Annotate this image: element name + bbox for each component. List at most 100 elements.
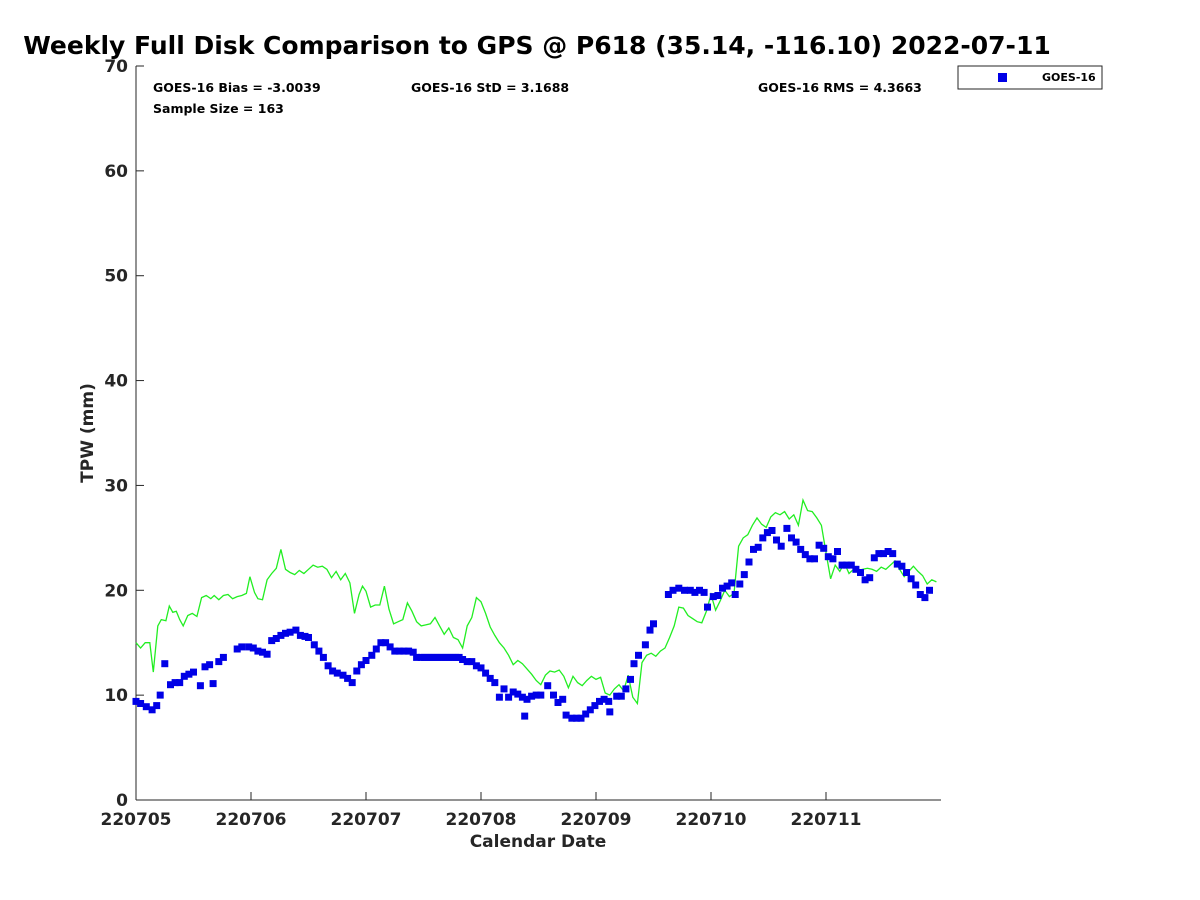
goes-point — [137, 700, 145, 707]
goes-point — [815, 541, 823, 549]
goes-point — [372, 645, 380, 653]
goes-point — [852, 565, 860, 573]
goes-point — [310, 641, 318, 649]
goes-point — [185, 670, 193, 678]
goes-point — [400, 647, 408, 655]
goes-point — [740, 571, 748, 579]
goes-point — [206, 661, 214, 669]
goes-point — [495, 693, 503, 701]
goes-point — [675, 584, 683, 592]
y-tick-label: 20 — [104, 581, 128, 601]
goes-point — [641, 641, 649, 649]
goes-point — [550, 691, 557, 699]
goes-point — [912, 581, 920, 589]
y-tick-label: 40 — [104, 372, 128, 392]
goes-point — [691, 588, 699, 596]
goes-point — [573, 714, 580, 722]
goes-series — [132, 524, 933, 722]
goes-point — [523, 695, 531, 703]
y-tick-label: 50 — [104, 267, 128, 287]
goes-point — [635, 651, 642, 659]
y-tick-label: 10 — [104, 686, 128, 706]
goes-point — [409, 648, 417, 656]
chart-title: Weekly Full Disk Comparison to GPS @ P61… — [23, 31, 1050, 60]
sample-size-stat: Sample Size = 163 — [153, 101, 284, 116]
goes-point — [254, 647, 262, 655]
goes-point — [413, 653, 421, 661]
goes-point — [875, 550, 883, 558]
goes-point — [714, 592, 722, 599]
goes-point — [750, 545, 757, 553]
x-tick-label: 220707 — [331, 810, 402, 830]
goes-point — [215, 658, 223, 666]
goes-point — [463, 658, 471, 666]
goes-point — [792, 538, 800, 546]
goes-point — [893, 560, 901, 568]
goes-point — [907, 575, 915, 583]
goes-point — [630, 660, 638, 668]
x-ticks: 220705 220706 220707 220708 220709 220710 2207… — [101, 792, 861, 830]
goes-point — [834, 548, 841, 555]
goes-point — [686, 586, 694, 594]
x-tick-label: 220710 — [676, 810, 747, 830]
goes-point — [459, 656, 467, 663]
goes-point — [857, 569, 864, 576]
goes-point — [829, 555, 837, 563]
goes-point — [788, 534, 795, 542]
x-axis-label: Calendar Date — [470, 832, 607, 852]
goes-point — [142, 703, 150, 711]
goes-point — [728, 579, 736, 587]
goes-point — [562, 711, 570, 719]
goes-point — [903, 569, 910, 576]
goes-point — [263, 650, 271, 658]
goes-point — [477, 664, 485, 672]
goes-point — [386, 643, 394, 651]
goes-point — [709, 593, 717, 601]
goes-point — [176, 679, 184, 687]
goes-point — [559, 695, 567, 703]
goes-point — [468, 658, 476, 666]
goes-point — [377, 639, 385, 647]
goes-point — [514, 690, 522, 698]
goes-point — [153, 702, 161, 710]
goes-point — [315, 647, 323, 655]
goes-point — [282, 629, 289, 637]
goes-point — [627, 675, 634, 683]
goes-point — [820, 544, 828, 552]
goes-point — [209, 680, 217, 688]
goes-point — [801, 551, 809, 559]
gps-line — [135, 497, 937, 706]
gps-series — [135, 497, 937, 706]
legend-box — [957, 65, 1103, 90]
goes-point — [292, 626, 300, 634]
rms-stat: GOES-16 RMS = 4.3663 — [758, 80, 922, 95]
goes-point — [700, 588, 708, 596]
goes-point — [731, 591, 739, 598]
goes-point — [884, 548, 892, 555]
goes-point — [926, 586, 933, 594]
goes-point — [245, 643, 253, 651]
goes-point — [811, 555, 818, 563]
goes-point — [196, 682, 204, 690]
y-ticks: 0 10 20 30 40 50 60 70 — [104, 57, 144, 811]
goes-point — [249, 644, 257, 652]
goes-point — [201, 663, 209, 671]
goes-point — [605, 697, 613, 705]
goes-point — [268, 637, 276, 645]
y-tick-label: 0 — [116, 791, 128, 811]
goes-point — [880, 550, 887, 558]
goes-point — [472, 662, 480, 670]
goes-point — [190, 668, 197, 676]
goes-point — [843, 561, 851, 569]
goes-point — [824, 553, 832, 561]
goes-point — [391, 647, 399, 655]
goes-point — [768, 527, 776, 534]
goes-point — [333, 669, 341, 677]
goes-point — [544, 682, 552, 690]
goes-point — [296, 631, 304, 639]
goes-point — [723, 582, 731, 590]
goes-point — [505, 693, 513, 701]
goes-point — [161, 660, 169, 668]
legend-label: GOES-16 — [1042, 71, 1096, 84]
